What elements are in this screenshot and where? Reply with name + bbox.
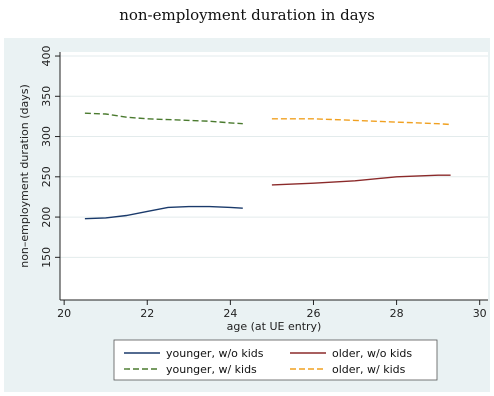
y-tick-label: 200 xyxy=(40,207,53,228)
x-tick-label: 22 xyxy=(140,307,154,320)
y-tick-label: 150 xyxy=(40,247,53,268)
x-axis-label: age (at UE entry) xyxy=(227,320,322,333)
series-line-2 xyxy=(271,174,451,186)
legend-label-4: older, w/ kids xyxy=(332,363,406,376)
y-axis-label: non–employment duration (days) xyxy=(18,84,31,268)
x-tick-label: 24 xyxy=(223,307,237,320)
legend-box xyxy=(113,339,438,381)
series-line-4 xyxy=(271,118,451,126)
gridlines xyxy=(60,55,488,258)
series-line-3 xyxy=(84,112,243,125)
legend-label-2: older, w/o kids xyxy=(332,347,412,360)
y-tick-label: 350 xyxy=(40,86,53,107)
legend-label-3: younger, w/ kids xyxy=(166,363,257,376)
x-tick-label: 28 xyxy=(390,307,404,320)
legend-label-1: younger, w/o kids xyxy=(166,347,264,360)
x-tick-label: 30 xyxy=(473,307,487,320)
x-tick-label: 26 xyxy=(306,307,320,320)
y-tick-label: 400 xyxy=(40,46,53,67)
y-tick-label: 250 xyxy=(40,166,53,187)
series-layer xyxy=(84,112,451,220)
series-line-1 xyxy=(84,205,243,220)
axis-ticks: 150 200 250 300 350 400 20 22 24 26 28 30 xyxy=(40,46,487,320)
page-title: non-employment duration in days xyxy=(119,6,375,24)
y-tick-label: 300 xyxy=(40,126,53,147)
legend: younger, w/o kids older, w/o kids younger,… xyxy=(113,339,438,381)
x-tick-label: 20 xyxy=(57,307,71,320)
